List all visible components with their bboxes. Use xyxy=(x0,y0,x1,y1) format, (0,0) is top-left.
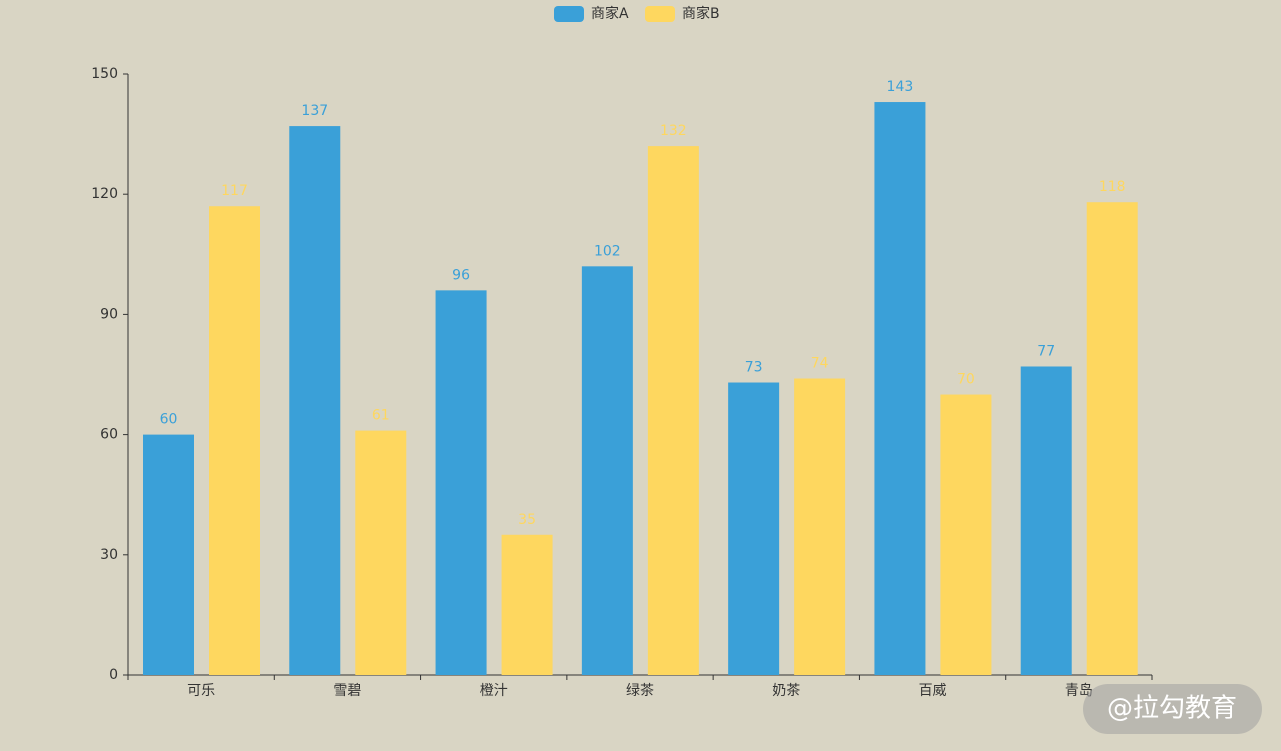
bar xyxy=(874,102,926,675)
plot: 0 30 60 90 120 150 商家A 商家B 可乐 60 117 雪碧 137 61 橙汁 96 35 绿… xyxy=(91,5,1153,699)
value-label: 73 xyxy=(745,360,763,376)
y-tick-label: 90 xyxy=(100,306,118,322)
value-label: 74 xyxy=(811,356,829,372)
y-tick-label: 0 xyxy=(109,667,118,683)
value-label: 60 xyxy=(160,412,178,428)
watermark-bg xyxy=(1083,684,1262,734)
legend-label: 商家B xyxy=(682,5,720,22)
watermark: @拉勾教育 xyxy=(1107,694,1237,724)
value-label: 70 xyxy=(957,372,975,388)
legend-swatch xyxy=(554,6,584,22)
bar xyxy=(647,146,699,675)
bar xyxy=(289,126,341,675)
bar xyxy=(355,430,407,675)
y-tick-label: 30 xyxy=(100,547,118,563)
x-tick-label: 雪碧 xyxy=(333,683,361,699)
bar xyxy=(209,206,260,675)
value-label: 102 xyxy=(594,243,621,259)
value-label: 137 xyxy=(301,103,328,119)
x-tick-label: 奶茶 xyxy=(772,683,800,699)
bar xyxy=(728,382,780,675)
bar xyxy=(581,266,633,675)
y-tick-label: 60 xyxy=(100,427,118,443)
legend-label: 商家A xyxy=(591,5,629,22)
y-tick-label: 150 xyxy=(91,66,118,82)
x-tick-label: 绿茶 xyxy=(626,683,654,699)
bar xyxy=(1086,202,1138,676)
value-label: 118 xyxy=(1099,179,1126,195)
bar xyxy=(940,394,992,675)
y-tick-label: 120 xyxy=(91,186,118,202)
bar xyxy=(794,378,846,675)
value-label: 117 xyxy=(221,183,248,199)
x-tick-label: 百威 xyxy=(919,683,947,699)
value-label: 96 xyxy=(452,267,470,283)
x-tick-label: 可乐 xyxy=(187,683,215,699)
value-label: 35 xyxy=(518,512,536,528)
value-label: 77 xyxy=(1037,343,1055,359)
legend-swatch xyxy=(645,6,675,22)
bar xyxy=(1020,366,1072,675)
bar xyxy=(501,534,553,675)
x-tick-label: 青岛 xyxy=(1065,683,1093,699)
x-tick-label: 橙汁 xyxy=(480,683,508,699)
value-label: 132 xyxy=(660,123,687,139)
bar xyxy=(143,434,194,675)
bar xyxy=(435,290,487,675)
value-label: 61 xyxy=(372,408,390,424)
value-label: 143 xyxy=(887,79,914,95)
